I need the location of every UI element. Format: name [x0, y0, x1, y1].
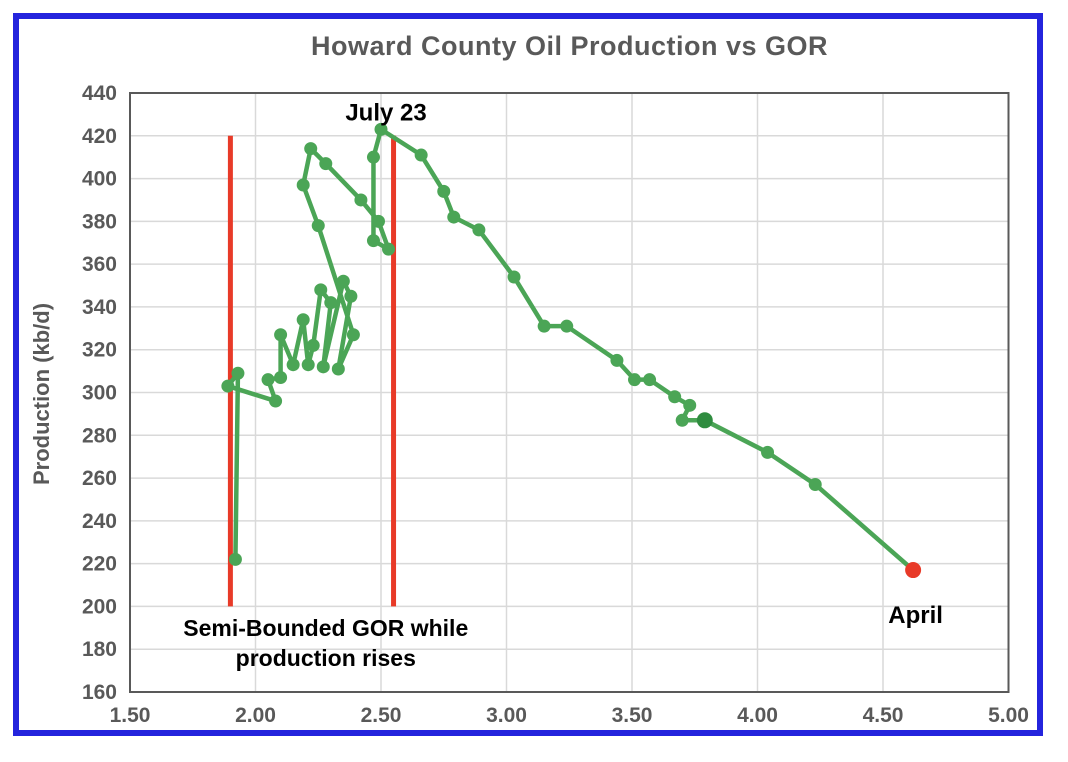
data-point-marker	[311, 219, 325, 233]
x-tick-label: 2.00	[235, 704, 276, 727]
data-point-marker	[274, 328, 288, 342]
y-tick-label: 200	[82, 595, 117, 618]
y-tick-label: 360	[82, 253, 117, 276]
y-tick-label: 280	[82, 424, 117, 447]
data-point-marker	[507, 270, 521, 284]
data-point-marker	[346, 328, 360, 342]
y-tick-label: 160	[82, 681, 117, 704]
annotation-semi-bounded: Semi-Bounded GOR while	[183, 615, 468, 641]
data-point-marker	[414, 148, 428, 162]
end-data-point-marker	[905, 562, 922, 579]
data-point-marker	[301, 358, 315, 372]
data-point-marker	[560, 319, 574, 333]
data-point-marker	[261, 373, 275, 387]
y-tick-label: 400	[82, 168, 117, 191]
data-point-marker	[316, 360, 330, 374]
annotation-april: April	[888, 602, 943, 629]
data-point-marker	[228, 552, 242, 566]
data-point-marker	[696, 412, 713, 429]
y-tick-label: 180	[82, 638, 117, 661]
x-tick-label: 4.00	[737, 704, 778, 727]
data-point-marker	[296, 313, 310, 327]
x-tick-label: 2.50	[361, 704, 402, 727]
data-point-marker	[628, 373, 642, 387]
y-tick-label: 300	[82, 382, 117, 405]
y-tick-label: 240	[82, 510, 117, 533]
data-point-marker	[231, 366, 245, 380]
data-point-marker	[269, 394, 283, 408]
y-tick-label: 440	[82, 82, 117, 105]
data-point-marker	[472, 223, 486, 237]
x-tick-label: 3.00	[486, 704, 527, 727]
data-point-marker	[314, 283, 328, 297]
data-point-marker	[808, 477, 822, 491]
data-point-marker	[366, 234, 380, 248]
data-point-marker	[643, 373, 657, 387]
data-point-marker	[221, 379, 235, 393]
x-tick-label: 1.50	[110, 704, 151, 727]
data-point-marker	[761, 445, 775, 459]
data-point-marker	[274, 371, 288, 385]
data-point-marker	[366, 150, 380, 164]
data-point-marker	[675, 413, 689, 427]
plot-border	[129, 92, 1010, 693]
data-point-marker	[668, 390, 682, 404]
annotation-july-23: July 23	[345, 99, 426, 126]
data-point-marker	[319, 157, 333, 171]
y-tick-label: 220	[82, 553, 117, 576]
data-point-marker	[286, 358, 300, 372]
chart-title: Howard County Oil Production vs GOR	[310, 31, 829, 61]
x-tick-label: 3.50	[612, 704, 653, 727]
data-point-marker	[382, 242, 396, 256]
data-point-marker	[306, 338, 320, 352]
y-tick-label: 320	[82, 339, 117, 362]
data-point-marker	[374, 122, 388, 136]
y-tick-label: 420	[82, 125, 117, 148]
data-point-marker	[371, 214, 385, 228]
data-point-marker	[437, 184, 451, 198]
data-point-marker	[344, 289, 358, 303]
page-border	[13, 13, 1043, 736]
data-point-marker	[324, 296, 338, 310]
data-point-marker	[304, 142, 318, 156]
data-point-marker	[331, 362, 345, 376]
data-point-marker	[296, 178, 310, 192]
y-tick-label: 340	[82, 296, 117, 319]
y-tick-label: 260	[82, 467, 117, 490]
data-point-marker	[683, 398, 697, 412]
annotation-semi-bounded: production rises	[236, 645, 416, 671]
x-tick-label: 5.00	[988, 704, 1029, 727]
data-point-marker	[537, 319, 551, 333]
data-point-marker	[447, 210, 461, 224]
x-tick-label: 4.50	[863, 704, 904, 727]
data-point-marker	[354, 193, 368, 207]
data-point-marker	[610, 353, 624, 367]
y-tick-label: 380	[82, 210, 117, 233]
data-point-marker	[336, 274, 350, 288]
